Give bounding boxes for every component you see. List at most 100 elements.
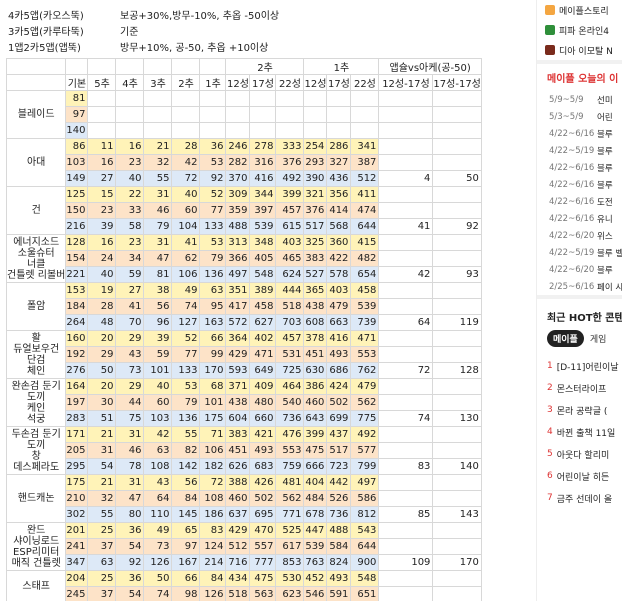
hot-item[interactable]: 6 어린이날 히든 xyxy=(537,465,622,487)
spreadsheet: 4카5앱(카오스뚝) 보공+30%,방무-10%, 추옵 -50이상 3카5앱(카루… xyxy=(5,11,482,601)
hot-item[interactable]: 5 아웃다 할리미 xyxy=(537,443,622,465)
event-title: 페이 시즌 xyxy=(597,282,622,293)
stat-cell: 316 xyxy=(249,154,277,171)
stat-cell: 429 xyxy=(225,346,251,363)
event-title: 위스 xyxy=(597,231,613,242)
stat-cell: 74 xyxy=(143,586,173,601)
stat-cell: 163 xyxy=(199,314,227,331)
stat-cell: 387 xyxy=(350,154,380,171)
stat-cell xyxy=(225,90,251,107)
stat-cell: 666 xyxy=(303,458,328,475)
stat-cell: 31 xyxy=(87,442,117,459)
stat-cell xyxy=(199,90,227,107)
stat-cell: 98 xyxy=(171,586,201,601)
stat-cell: 36 xyxy=(115,570,145,587)
event-item[interactable]: 4/22~6/16 도전 xyxy=(537,193,622,210)
event-item[interactable]: 4/22~6/16 블루 xyxy=(537,176,622,193)
table-row: 폴암 153 19 27 38 49 63 351 389 444 365 403 458 xyxy=(5,282,482,331)
stat-cell: 186 xyxy=(199,506,227,523)
event-item[interactable]: 4/22~5/19 블루 벨 xyxy=(537,244,622,261)
stat-cell: 66 xyxy=(171,570,201,587)
stat-cell: 84 xyxy=(171,490,201,507)
stat-cell xyxy=(171,90,201,107)
table-row: 347 63 92 126 167 214 716 777 853 763 824 900 109 170 xyxy=(7,554,482,571)
stat-cell: 175 xyxy=(65,474,89,491)
stat-cell: 50 xyxy=(143,570,173,587)
hot-item[interactable]: 1 [D-11]어린이날 xyxy=(537,355,622,377)
stat-cell xyxy=(326,90,352,107)
table-row: 에너지소드 소울슈터 너클 건틀렛 리볼버 128 16 23 31 41 53 313 348 403… xyxy=(5,234,482,283)
stat-cell xyxy=(378,186,434,203)
stat-cell: 80 xyxy=(115,506,145,523)
stat-cell: 103 xyxy=(143,410,173,427)
stat-cell: 617 xyxy=(275,538,305,555)
stat-cell: 28 xyxy=(87,298,117,315)
event-date: 4/22~6/16 xyxy=(549,196,595,207)
group-header-1chu: 1추 xyxy=(303,58,380,75)
game-site-link[interactable]: 디아 이모탈 N xyxy=(537,40,622,60)
stat-cell: 48 xyxy=(87,314,117,331)
stat-cell: 356 xyxy=(326,186,352,203)
stat-cell: 130 xyxy=(432,410,482,427)
stat-cell: 351 xyxy=(225,282,251,299)
event-item[interactable]: 4/22~5/19 블루 xyxy=(537,142,622,159)
stat-cell xyxy=(378,122,434,139)
stat-cell: 11 xyxy=(87,138,117,155)
hot-item[interactable]: 2 몬스터라이프 xyxy=(537,377,622,399)
game-site-link[interactable]: 피파 온라인4 xyxy=(537,20,622,40)
stat-cell: 481 xyxy=(275,474,305,491)
stat-cell: 71 xyxy=(199,426,227,443)
tab-maple[interactable]: 메이플 xyxy=(547,330,584,347)
table-row: 184 28 41 56 74 95 417 458 518 438 479 539 xyxy=(7,298,482,315)
stat-cell: 53 xyxy=(171,378,201,395)
stat-cell: 480 xyxy=(249,394,277,411)
stat-cell: 127 xyxy=(171,314,201,331)
hot-title-text: 몬라 공략글 ( xyxy=(556,406,608,417)
stat-cell xyxy=(378,442,434,459)
event-date: 4/22~6/16 xyxy=(549,179,595,190)
event-item[interactable]: 4/22~6/20 위스 xyxy=(537,227,622,244)
stat-cell: 539 xyxy=(303,538,328,555)
event-item[interactable]: 5/9~5/9 선미 xyxy=(537,91,622,108)
event-date: 4/22~6/20 xyxy=(549,230,595,241)
event-item[interactable]: 4/22~6/16 블루 xyxy=(537,159,622,176)
stat-cell: 568 xyxy=(326,218,352,235)
event-item[interactable]: 4/22~6/20 블루 xyxy=(537,261,622,278)
stat-cell xyxy=(115,106,145,123)
tab-game[interactable]: 게임 xyxy=(589,335,607,345)
stat-cell: 65 xyxy=(171,522,201,539)
stat-cell: 777 xyxy=(249,554,277,571)
stat-cell xyxy=(432,378,482,395)
stat-cell: 4 xyxy=(378,170,434,187)
event-item[interactable]: 4/22~6/16 블루 xyxy=(537,125,622,142)
stat-cell: 539 xyxy=(350,298,380,315)
event-item[interactable]: 5/3~5/9 어린 xyxy=(537,108,622,125)
stat-cell: 59 xyxy=(143,346,173,363)
stat-cell: 40 xyxy=(171,186,201,203)
event-date: 4/22~6/20 xyxy=(549,264,595,275)
hot-title-text: 몬스터라이프 xyxy=(556,384,607,395)
stat-cell: 699 xyxy=(326,410,352,427)
table-row: 스태프 204 25 36 50 66 84 434 475 530 452 493 548 xyxy=(5,570,482,601)
stat-cell: 474 xyxy=(350,202,380,219)
stat-cell: 204 xyxy=(65,570,89,587)
hot-item[interactable]: 4 바뀐 출책 11일 xyxy=(537,421,622,443)
stat-cell: 126 xyxy=(199,586,227,601)
stat-cell: 50 xyxy=(432,170,482,187)
stat-cell: 60 xyxy=(171,202,201,219)
stat-cell: 465 xyxy=(275,250,305,267)
event-item[interactable]: 4/22~6/16 유니 xyxy=(537,210,622,227)
stat-cell xyxy=(249,106,277,123)
table-row: 241 37 54 73 97 124 512 557 617 539 584 644 xyxy=(7,538,482,555)
stat-cell: 546 xyxy=(303,586,328,601)
stat-cell xyxy=(87,90,117,107)
hot-item[interactable]: 3 몬라 공략글 ( xyxy=(537,399,622,421)
stat-cell xyxy=(432,570,482,587)
game-site-link[interactable]: 메이플스토리 xyxy=(537,0,622,20)
hot-item[interactable]: 7 금주 선데이 올 xyxy=(537,487,622,509)
stat-cell: 47 xyxy=(115,490,145,507)
stat-cell: 36 xyxy=(199,138,227,155)
stat-cell: 104 xyxy=(171,218,201,235)
stat-cell: 39 xyxy=(143,330,173,347)
